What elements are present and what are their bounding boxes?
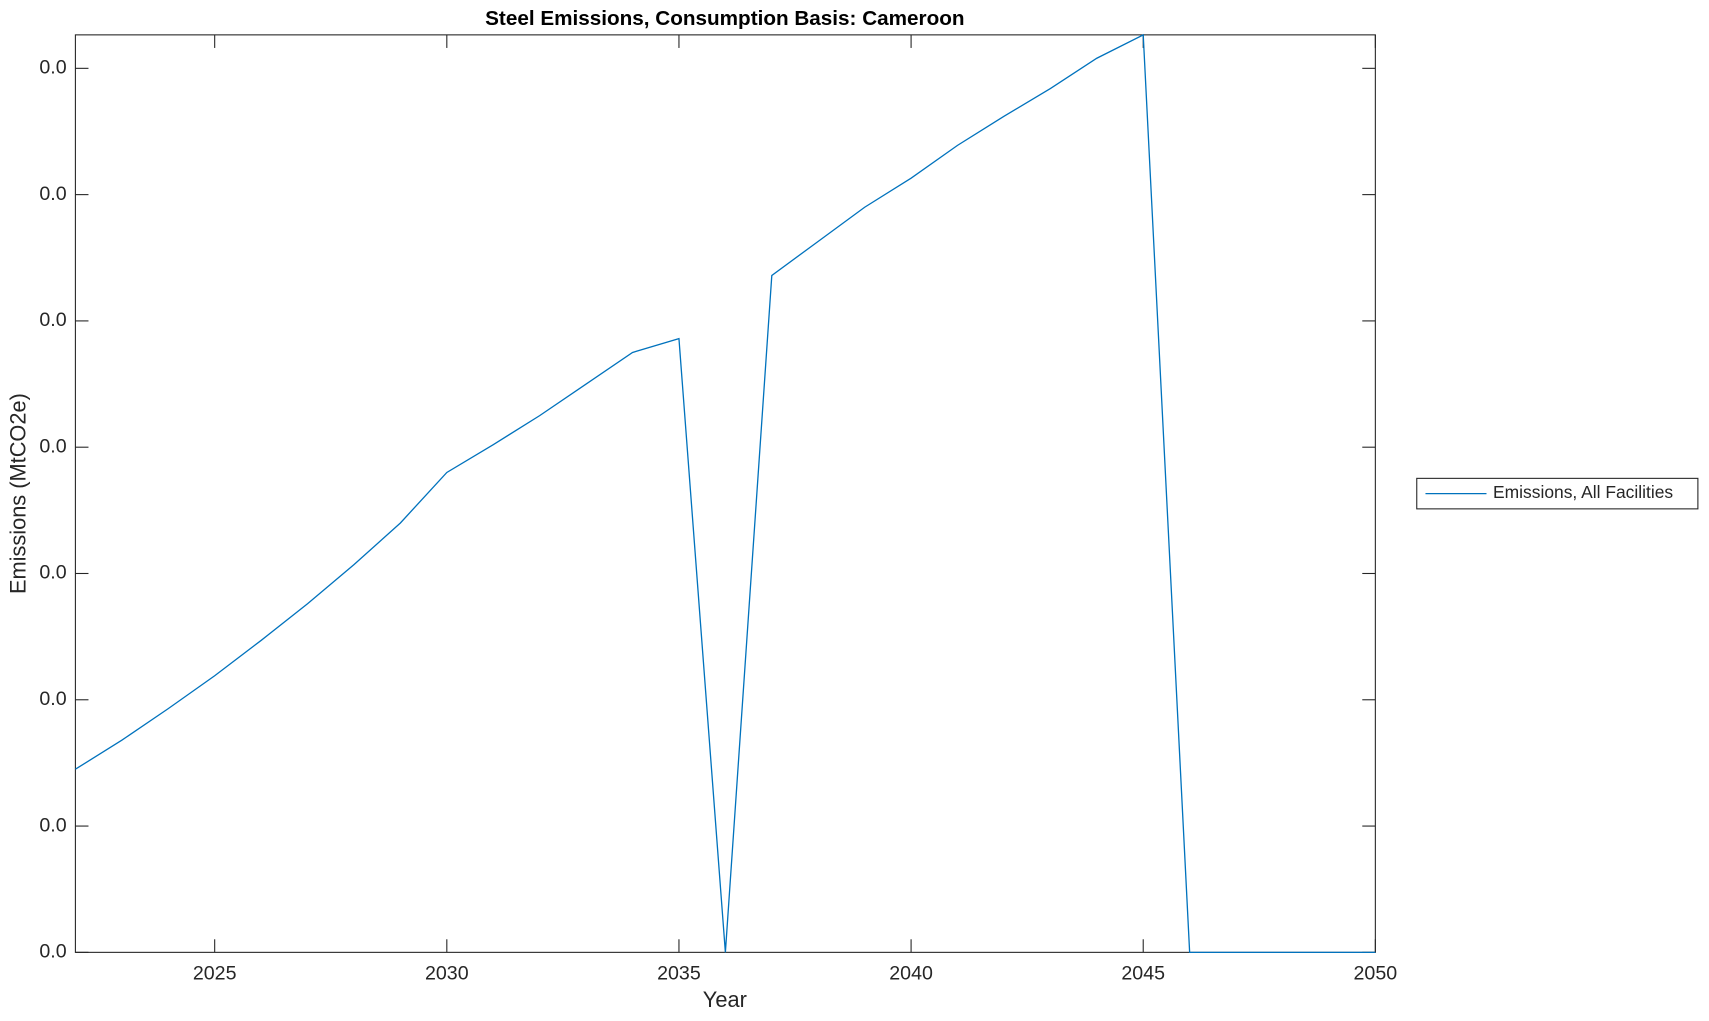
x-tick-label: 2040: [889, 962, 933, 984]
line-series: [75, 33, 1376, 954]
x-tick-label: 2035: [657, 962, 701, 984]
y-tick-label: 0.0: [39, 688, 66, 710]
y-tick-label: 0.0: [39, 57, 66, 79]
y-tick-label: 0.0: [39, 814, 66, 836]
x-tick-label: 2050: [1354, 962, 1398, 984]
y-axis-label: Emissions (MtCO2e): [6, 393, 31, 594]
y-tick-label: 0.0: [39, 941, 66, 963]
legend-label: Emissions, All Facilities: [1493, 482, 1673, 502]
y-tick-label: 0.0: [39, 435, 66, 457]
y-tick-label: 0.0: [39, 309, 66, 331]
y-tick-label: 0.0: [39, 562, 66, 584]
y-tick-label: 0.0: [39, 183, 66, 205]
x-tick-label: 2025: [193, 962, 237, 984]
chart-title: Steel Emissions, Consumption Basis: Came…: [485, 7, 964, 30]
x-axis-label: Year: [703, 987, 747, 1012]
x-tick-label: 2045: [1121, 962, 1165, 984]
x-tick-label: 2030: [425, 962, 469, 984]
